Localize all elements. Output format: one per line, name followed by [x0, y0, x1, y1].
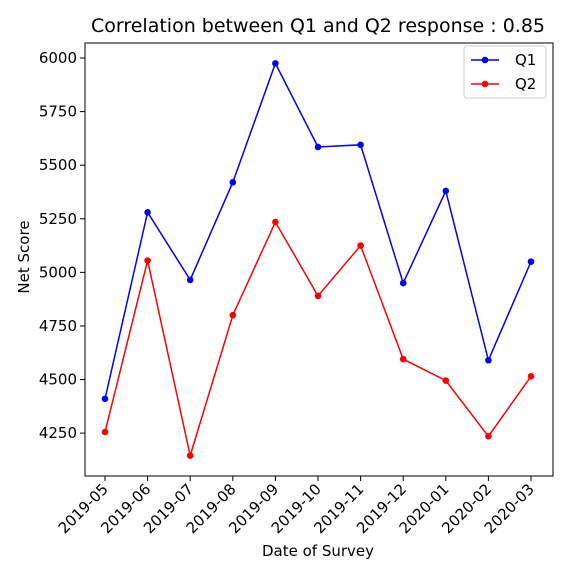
data-point-q1	[144, 209, 151, 216]
y-tick-label: 4250	[39, 424, 77, 442]
data-point-q2	[101, 428, 109, 436]
data-point-q1	[229, 179, 237, 186]
data-point-q2	[314, 292, 322, 300]
data-point-q1	[101, 395, 109, 403]
y-tick-label: 4750	[39, 317, 77, 335]
data-point-q2	[485, 433, 492, 440]
data-point-q2	[442, 377, 450, 384]
y-tick-label: 6000	[39, 49, 77, 67]
y-tick-label: 5250	[39, 210, 77, 228]
plot-frame	[84, 42, 554, 477]
y-tick-label: 5000	[39, 263, 77, 281]
data-point-q2	[272, 218, 279, 226]
data-point-q1	[272, 60, 279, 67]
data-point-q1	[399, 279, 407, 287]
data-point-q2	[399, 355, 407, 363]
y-tick-label: 4500	[39, 371, 77, 389]
y-axis-label: Net Score	[15, 220, 33, 293]
x-axis-label: Date of Survey	[262, 542, 374, 560]
data-point-q1	[442, 187, 450, 195]
chart-title: Correlation between Q1 and Q2 response :…	[91, 15, 545, 37]
data-point-q1	[527, 258, 535, 265]
data-point-q1	[485, 356, 492, 364]
data-point-q2	[144, 257, 151, 264]
series-line-q1	[104, 61, 532, 399]
plot-area: 425045004750500052505500575060002019-052…	[39, 42, 554, 537]
legend-label-q1: Q1	[515, 51, 536, 69]
data-point-q2	[229, 311, 237, 319]
legend-label-q2: Q2	[515, 75, 536, 93]
legend-marker-q1	[481, 56, 489, 64]
data-point-q1	[357, 141, 364, 149]
data-point-q2	[186, 452, 194, 459]
series-line-q2	[104, 220, 532, 459]
legend-marker-q2	[481, 80, 489, 88]
y-tick-label: 5500	[39, 156, 77, 174]
data-point-q1	[314, 143, 322, 151]
data-point-q1	[186, 276, 194, 284]
data-point-q2	[527, 373, 535, 380]
data-point-q2	[357, 242, 364, 249]
y-tick-label: 5750	[39, 103, 77, 121]
